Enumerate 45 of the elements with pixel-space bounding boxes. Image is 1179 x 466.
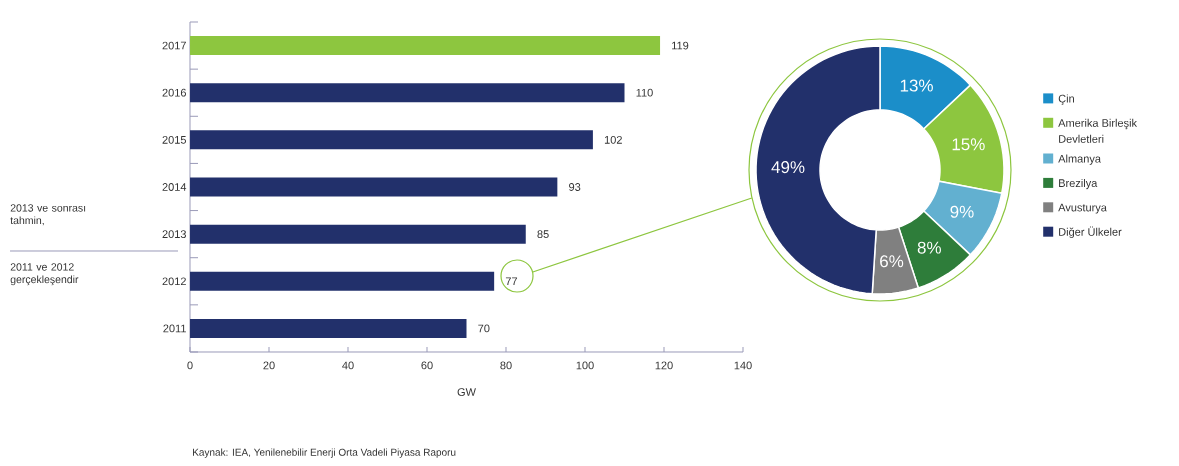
x-tick-label: 120 bbox=[655, 361, 673, 370]
bar bbox=[190, 318, 467, 338]
legend-label: Diğer Ülkeler bbox=[1059, 226, 1122, 238]
legend-label: Avusturya bbox=[1058, 203, 1107, 214]
data-label: 15% bbox=[952, 138, 985, 151]
x-tick-label: 80 bbox=[500, 361, 512, 370]
data-label: 13% bbox=[900, 79, 933, 92]
data-label: 77 bbox=[505, 277, 518, 286]
x-axis-title: GW bbox=[457, 388, 476, 396]
y-tick-label: 2015 bbox=[162, 135, 187, 144]
text: 2013 ve sonrası tahmin, bbox=[10, 204, 86, 226]
x-tick-label: 40 bbox=[342, 361, 354, 370]
x-tick-label: 20 bbox=[263, 361, 275, 370]
data-label: 70 bbox=[478, 324, 490, 333]
y-tick-label: 2016 bbox=[162, 88, 186, 97]
text: Kaynak: IEA, Yenilenebilir Enerji Orta Vadeli Piyasa Raporu bbox=[193, 448, 456, 458]
data-label: 102 bbox=[604, 135, 622, 144]
y-tick-label: 2017 bbox=[162, 41, 186, 50]
bar bbox=[190, 224, 526, 244]
data-label: 119 bbox=[672, 41, 689, 50]
x-tick-label: 0 bbox=[187, 361, 193, 370]
bar bbox=[190, 271, 495, 291]
bar bbox=[190, 36, 661, 56]
bar bbox=[190, 177, 558, 197]
y-tick-label: 2014 bbox=[162, 183, 187, 191]
data-label: 110 bbox=[636, 88, 653, 97]
legend-label: Brezilya bbox=[1059, 178, 1098, 190]
data-label: 8% bbox=[917, 241, 941, 254]
x-tick-label: 140 bbox=[734, 361, 752, 370]
y-tick-label: 2012 bbox=[162, 277, 186, 286]
text: 2011 ve 2012 gerçekleşendir bbox=[10, 263, 79, 286]
legend-label: Amerika Birleşik Devletleri bbox=[1058, 118, 1138, 143]
y-tick-label: 2011 bbox=[163, 324, 186, 333]
legend-label: Almanya bbox=[1058, 154, 1101, 165]
y-tick-label: 2013 bbox=[162, 230, 186, 239]
data-label: 9% bbox=[950, 205, 974, 218]
data-label: 49% bbox=[771, 161, 805, 174]
x-tick-label: 60 bbox=[421, 361, 433, 370]
bar bbox=[190, 130, 593, 150]
x-tick-label: 100 bbox=[576, 361, 594, 370]
data-label: 85 bbox=[537, 230, 549, 239]
data-label: 93 bbox=[569, 183, 581, 191]
legend-label: Çin bbox=[1058, 94, 1074, 105]
data-label: 6% bbox=[880, 255, 904, 268]
bar bbox=[190, 83, 625, 103]
